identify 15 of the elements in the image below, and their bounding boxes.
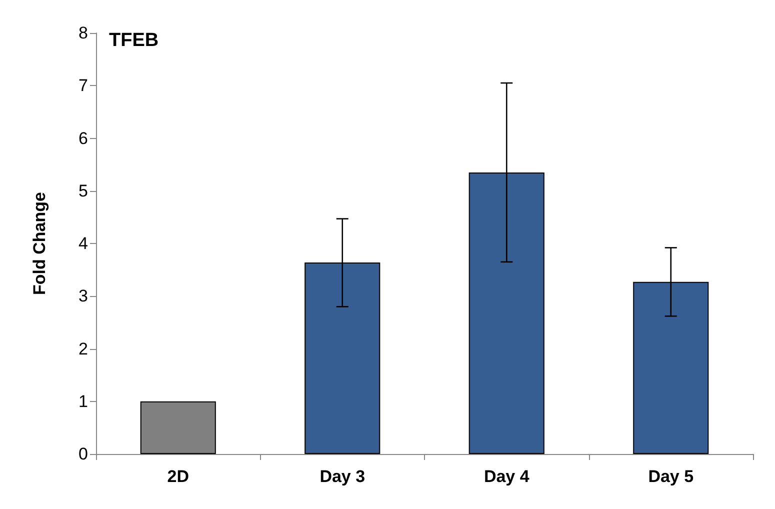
y-tick-label: 6 — [78, 128, 88, 148]
chart-title: TFEB — [109, 30, 159, 51]
x-tick-label: 2D — [167, 467, 189, 486]
x-tick-label: Day 3 — [320, 467, 366, 486]
x-tick-label: Day 4 — [484, 467, 530, 486]
x-tick-label: Day 5 — [648, 467, 694, 486]
y-tick-label: 1 — [78, 392, 88, 411]
y-tick-label: 7 — [78, 76, 88, 96]
y-tick-label: 2 — [78, 339, 88, 358]
y-tick-label: 8 — [78, 24, 88, 42]
y-tick-label: 5 — [78, 181, 88, 200]
y-tick-label: 4 — [78, 234, 88, 253]
y-tick-label: 3 — [78, 286, 88, 306]
y-axis-title: Fold Change — [30, 192, 49, 295]
y-tick-label: 0 — [78, 444, 88, 464]
